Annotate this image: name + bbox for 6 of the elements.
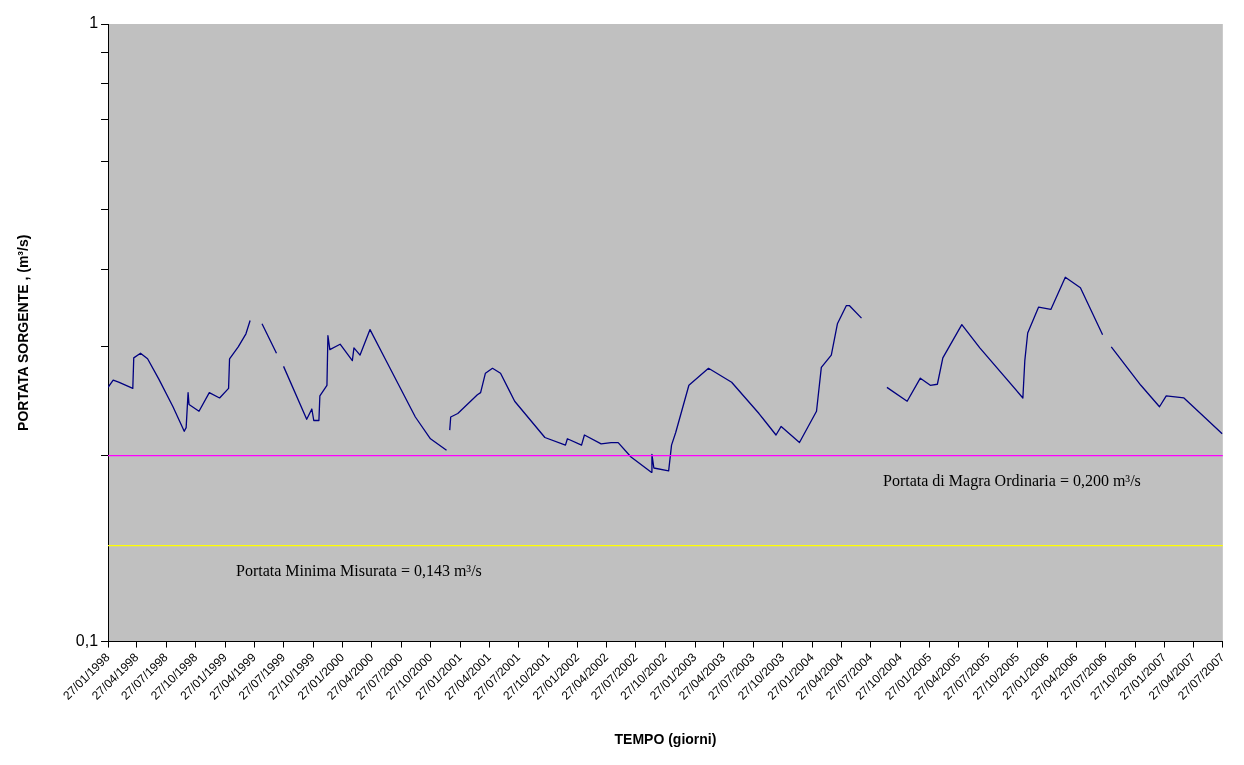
ref-line-label: Portata Minima Misurata = 0,143 m³/s (236, 561, 482, 579)
y-tick-label: 1 (89, 14, 99, 32)
x-axis-title: TEMPO (giorni) (614, 731, 717, 748)
y-axis-title: PORTATA SORGENTE , (m³/s) (15, 234, 32, 431)
ref-line-label: Portata di Magra Ordinaria = 0,200 m³/s (883, 471, 1141, 490)
y-tick-label: 0,1 (75, 631, 99, 649)
